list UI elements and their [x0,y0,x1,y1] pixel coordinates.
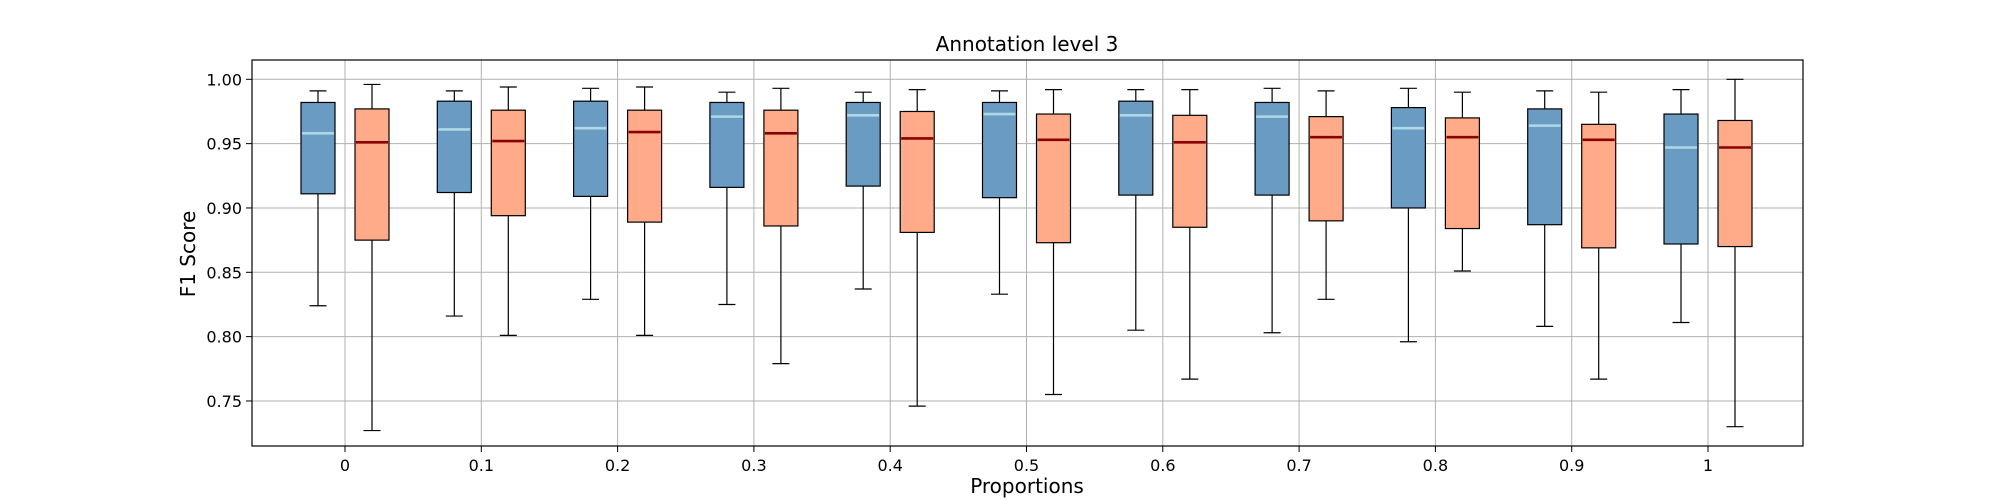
box-blue-0.2 [572,87,609,300]
iqr-box [1581,123,1617,249]
box-orange-0.6 [1172,88,1208,380]
x-tick-label: 0 [340,456,350,475]
box-blue-0 [300,90,336,307]
y-tick-label: 0.75 [206,392,242,411]
iqr-box [490,109,526,217]
x-tick-label: 0.1 [469,456,494,475]
box-blue-0.7 [1254,87,1290,334]
y-tick-label: 0.95 [206,135,242,154]
box-blue-0.8 [1390,87,1427,343]
box-orange-0.5 [1035,88,1072,396]
x-tick-label: 0.4 [877,456,902,475]
box-blue-0.5 [981,90,1018,295]
iqr-box [354,108,390,241]
x-tick-label: 0.9 [1559,456,1584,475]
iqr-box [1663,113,1699,245]
grid [252,60,1803,446]
y-tick-label: 1.00 [206,70,242,89]
box-orange-0.2 [626,86,663,336]
box-blue-0.3 [709,91,745,306]
box-blue-0.9 [1527,90,1563,327]
y-tick-label: 0.80 [206,328,242,347]
x-tick-label: 0.2 [605,456,630,475]
box-orange-0.4 [899,88,935,407]
iqr-box [1527,108,1563,226]
x-tick-label: 0.6 [1150,456,1175,475]
iqr-box [1390,107,1427,209]
plot-frame [251,59,1804,447]
x-tick-label: 0.7 [1286,456,1311,475]
y-axis-label: F1 Score [176,211,200,298]
x-tick-label: 0.8 [1423,456,1448,475]
box-orange-0.1 [490,86,526,336]
iqr-box [1444,117,1481,230]
iqr-box [300,101,336,195]
chart-title: Annotation level 3 [936,32,1119,56]
x-axis-label: Proportions [970,474,1084,498]
iqr-box [763,109,799,227]
iqr-box [1035,113,1072,244]
box-blue-1 [1663,88,1699,324]
iqr-box [436,100,472,194]
x-tick-label: 0.5 [1014,456,1039,475]
axes: 0.75 0.80 0.85 0.90 0.95 1.00 0 0.1 0.2 0.3 0.4 0.5… [206,59,1804,475]
iqr-box [981,101,1018,199]
x-tick-label: 0.3 [741,456,766,475]
box-orange-0 [354,83,390,432]
boxes [300,78,1753,432]
iqr-box [899,110,935,234]
box-blue-0.6 [1118,88,1154,331]
box-blue-0.4 [845,91,881,290]
iqr-box [709,101,745,188]
iqr-box [1308,116,1344,222]
iqr-box [572,100,609,197]
y-tick-label: 0.85 [206,263,242,282]
box-orange-1 [1717,78,1753,428]
box-blue-0.1 [436,90,472,317]
box-orange-0.9 [1581,91,1617,380]
box-orange-0.8 [1444,91,1481,272]
box-orange-0.3 [763,87,799,365]
iqr-box [1172,114,1208,228]
iqr-box [626,109,663,223]
x-tick-label: 1 [1703,456,1713,475]
y-tick-label: 0.90 [206,199,242,218]
iqr-box [1717,119,1753,248]
box-orange-0.7 [1308,90,1344,300]
iqr-box [1118,100,1154,196]
